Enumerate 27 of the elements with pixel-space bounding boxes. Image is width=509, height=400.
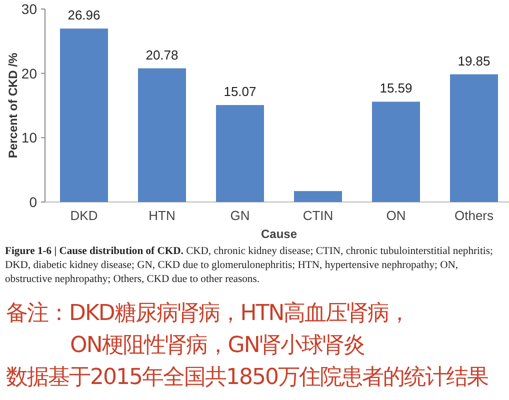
x-tick-label: CTIN (302, 208, 334, 223)
text: 备注：DKD糖尿病肾病，HTN高血压肾病， (6, 300, 410, 328)
bar (216, 105, 264, 202)
data-label: 26.96 (68, 8, 100, 23)
y-tick-label: 20 (21, 65, 38, 82)
text: 数据基于2015年全国共1850万住院患者的统计结果 (6, 364, 488, 392)
x-tick-label: DKD (70, 208, 98, 223)
data-label: 20.78 (146, 47, 178, 62)
data-label: 19.85 (458, 53, 490, 68)
bar (138, 68, 186, 202)
x-tick-label: HTN (148, 208, 176, 223)
data-label: 15.59 (380, 80, 412, 96)
x-axis-title: Cause (260, 227, 298, 241)
x-tick-label: Others (454, 208, 494, 223)
y-tick-label: 10 (21, 130, 38, 146)
y-axis-title: Percent of CKD /% (6, 52, 20, 158)
bar (450, 74, 498, 202)
bar (60, 28, 108, 202)
x-tick-label: GN (230, 208, 250, 223)
bar (372, 102, 420, 202)
text: Figure 1-6 | Cause distribution of CKD. CKD, chronic kidney disease; CTIN, chronic tubulointerstitial nephritis; DKD, diabetic kidney disease; GN, CKD due to glomerulonephritis; HTN, hypertensive nephropathy; ON, obstructive nephropathy; Others, CKD due to other reasons. (5, 245, 494, 287)
text: ON梗阻性肾病，GN肾小球肾炎 (70, 332, 364, 360)
x-tick-label: ON (386, 208, 406, 223)
y-tick-label: 30 (21, 1, 38, 17)
y-tick-label: 0 (29, 194, 38, 210)
data-label: 15.07 (224, 84, 256, 100)
bar (294, 191, 342, 202)
